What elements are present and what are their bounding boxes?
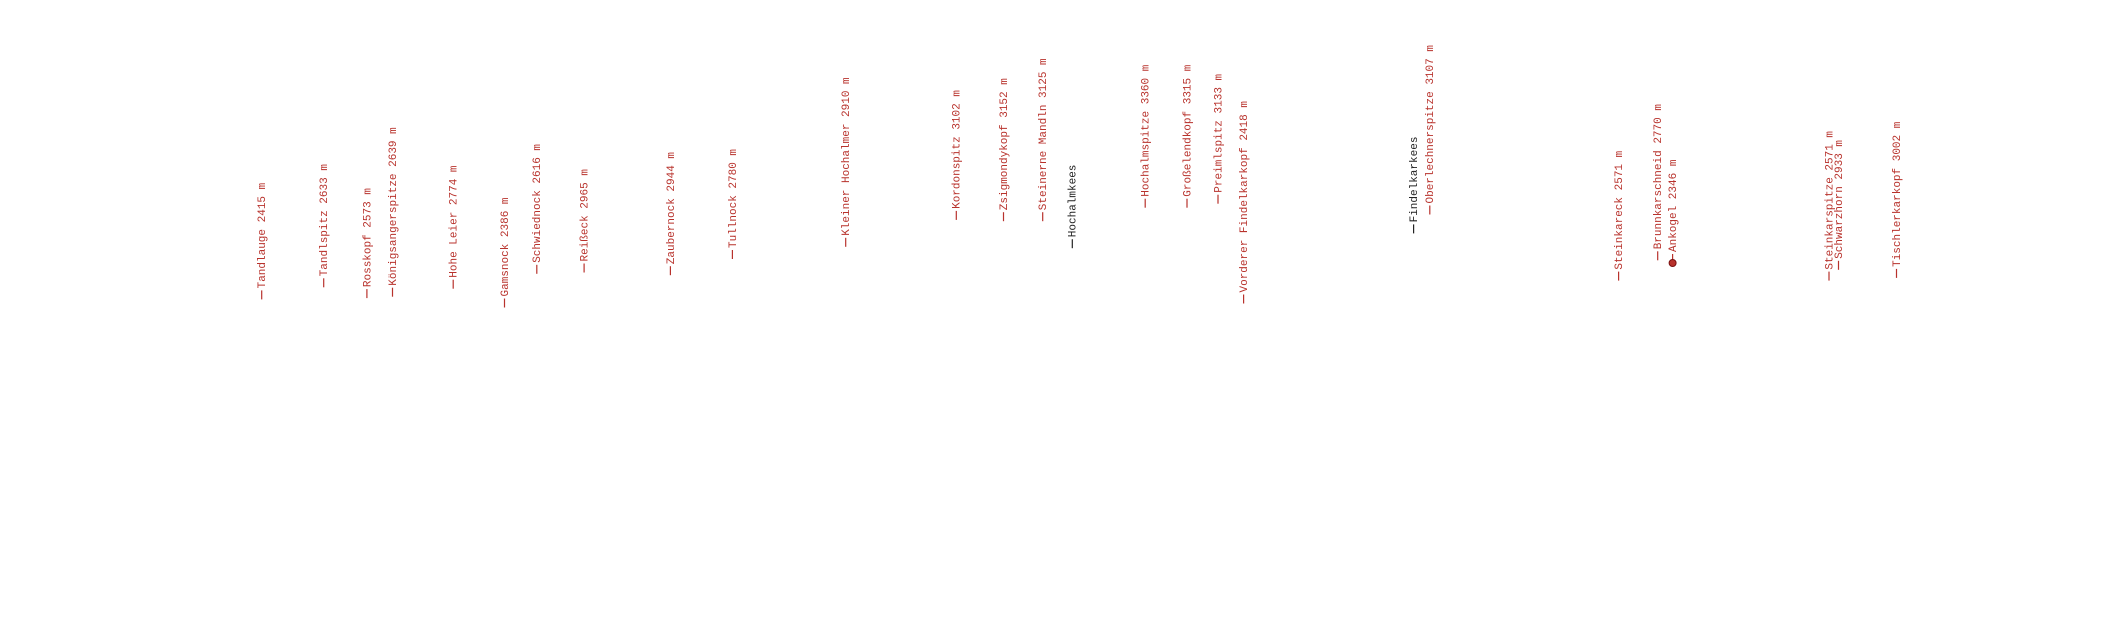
peak-label[interactable]: Ankogel 2346 m xyxy=(1668,159,1680,267)
peak-label[interactable]: Kordonspitz 3102 m xyxy=(952,90,964,220)
peak-label[interactable]: Preimlspitz 3133 m xyxy=(1213,73,1225,204)
peak-label[interactable]: Reißeck 2965 m xyxy=(580,169,592,273)
label-text: Hohe Leier 2774 m xyxy=(449,165,461,278)
peak-label[interactable]: Tischlerkarkopf 3002 m xyxy=(1892,121,1904,278)
peak-label[interactable]: Gamsnock 2386 m xyxy=(500,197,512,308)
peak-label[interactable]: Steinkarspitze 2571 m xyxy=(1824,131,1836,281)
label-text: Vorderer Findelkarkopf 2418 m xyxy=(1239,101,1251,293)
label-text: Steinerne Mandln 3125 m xyxy=(1038,58,1050,210)
label-text: Preimlspitz 3133 m xyxy=(1213,73,1225,192)
label-text: Kordonspitz 3102 m xyxy=(952,90,964,209)
peak-label[interactable]: Hochalmspitze 3360 m xyxy=(1141,64,1153,208)
label-text: Kleiner Hochalmer 2910 m xyxy=(841,77,853,236)
label-text: Großelendkopf 3315 m xyxy=(1182,64,1194,196)
peak-label[interactable]: Findelkarkees xyxy=(1409,137,1421,234)
label-text: Tandlspitz 2633 m xyxy=(319,164,331,277)
label-text: Steinkareck 2571 m xyxy=(1614,150,1626,269)
peak-label[interactable]: Brunnkarschneid 2770 m xyxy=(1653,104,1665,261)
label-text: Steinkarspitze 2571 m xyxy=(1824,131,1836,270)
peak-label[interactable]: Tullnock 2780 m xyxy=(728,149,740,259)
peak-label[interactable]: Schwarzhorn 2933 m xyxy=(1834,140,1846,270)
peak-label[interactable]: Zaubernock 2944 m xyxy=(666,152,678,276)
peak-label[interactable]: Zsigmondykopf 3152 m xyxy=(999,78,1011,222)
peak-label[interactable]: Hohe Leier 2774 m xyxy=(449,165,461,289)
label-text: Hochalmspitze 3360 m xyxy=(1141,64,1153,196)
label-text: Findelkarkees xyxy=(1409,137,1421,223)
label-text: Rosskopf 2573 m xyxy=(362,188,374,287)
label-text: Ankogel 2346 m xyxy=(1668,159,1680,252)
label-text: Tandlauge 2415 m xyxy=(257,182,269,288)
peak-label[interactable]: Hochalmkees xyxy=(1068,165,1080,249)
peak-label[interactable]: Vorderer Findelkarkopf 2418 m xyxy=(1239,101,1251,304)
peak-label[interactable]: Tandlspitz 2633 m xyxy=(319,164,331,288)
peak-label[interactable]: Schwiednock 2616 m xyxy=(532,144,544,274)
label-text: Brunnkarschneid 2770 m xyxy=(1653,104,1665,250)
peak-label[interactable]: Rosskopf 2573 m xyxy=(362,188,374,299)
label-text: Reißeck 2965 m xyxy=(580,169,592,262)
peak-label[interactable]: Tandlauge 2415 m xyxy=(257,182,269,300)
label-text: Zsigmondykopf 3152 m xyxy=(999,78,1011,210)
label-text: Schwarzhorn 2933 m xyxy=(1834,140,1846,259)
label-text: Oberlechnerspitze 3107 m xyxy=(1425,45,1437,204)
peak-label[interactable]: Königsangerspitze 2639 m xyxy=(388,127,400,297)
peak-label[interactable]: Steinkareck 2571 m xyxy=(1614,150,1626,281)
peak-label[interactable]: Großelendkopf 3315 m xyxy=(1182,64,1194,208)
label-text: Schwiednock 2616 m xyxy=(532,144,544,263)
peak-label[interactable]: Oberlechnerspitze 3107 m xyxy=(1425,45,1437,215)
label-text: Tischlerkarkopf 3002 m xyxy=(1892,121,1904,267)
peak-label[interactable]: Kleiner Hochalmer 2910 m xyxy=(841,77,853,247)
label-text: Gamsnock 2386 m xyxy=(500,197,512,296)
peak-label[interactable]: Steinerne Mandln 3125 m xyxy=(1038,58,1050,222)
label-marker xyxy=(1668,259,1677,267)
label-text: Zaubernock 2944 m xyxy=(666,152,678,265)
label-text: Königsangerspitze 2639 m xyxy=(388,127,400,286)
label-text: Hochalmkees xyxy=(1068,165,1080,238)
label-text: Tullnock 2780 m xyxy=(728,149,740,248)
